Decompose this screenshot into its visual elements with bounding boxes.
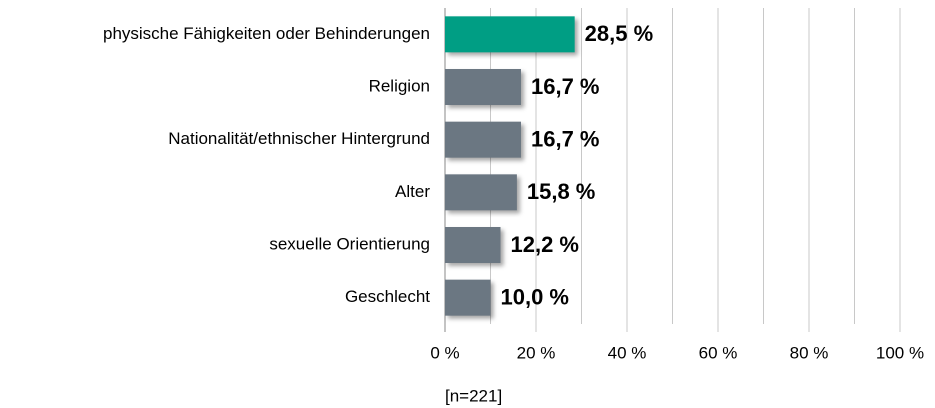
bar: [445, 69, 521, 105]
bar: [445, 227, 501, 263]
x-tick-label: 0 %: [430, 343, 459, 362]
value-label: 15,8 %: [527, 179, 596, 204]
y-tick-label: Alter: [395, 182, 430, 201]
x-tick-label: 100 %: [876, 343, 924, 362]
value-label: 16,7 %: [531, 74, 600, 99]
value-label: 10,0 %: [501, 284, 570, 309]
value-label: 12,2 %: [511, 232, 580, 257]
x-tick-label: 40 %: [608, 343, 647, 362]
y-tick-label: Geschlecht: [345, 287, 430, 306]
bar: [445, 121, 521, 158]
y-tick-label: Religion: [369, 76, 430, 95]
y-tick-label: Nationalität/ethnischer Hintergrund: [168, 129, 430, 148]
x-tick-label: 80 %: [790, 343, 829, 362]
value-label: 16,7 %: [531, 126, 600, 151]
sample-note: [n=221]: [445, 386, 502, 405]
y-tick-label: sexuelle Orientierung: [269, 234, 430, 253]
bar: [445, 279, 491, 316]
y-tick-label: physische Fähigkeiten oder Behinderungen: [103, 24, 430, 43]
x-tick-label: 60 %: [699, 343, 738, 362]
bar: [445, 16, 575, 53]
value-label: 28,5 %: [585, 21, 654, 46]
x-tick-label: 20 %: [517, 343, 556, 362]
bar: [445, 174, 517, 211]
